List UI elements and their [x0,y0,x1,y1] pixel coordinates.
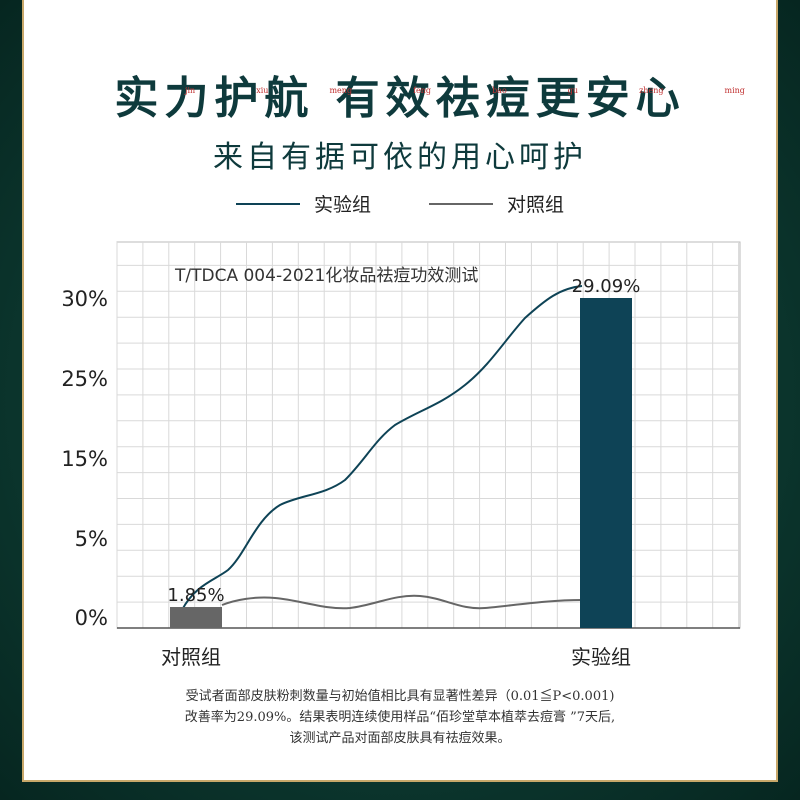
bar-value-labels: 1.85% 29.09% [167,276,640,606]
x-category-label: 对照组 [161,645,221,669]
page-title: 实力护航 有效祛痘更安心 [114,73,686,124]
legend-item-control: 对照组 [429,190,564,217]
pinyin-annotation: jin xiu meng feng bao gu zheng ming [185,86,745,95]
bar-value-label: 29.09% [572,276,641,297]
footnote-line-3: 该测试产品对面部皮肤具有祛痘效果。 [289,731,511,746]
pinyin-syllable: gu [567,86,579,95]
chart-footnote: 受试者面部皮肤粉刺数量与初始值相比具有显著性差异（0.01≦P<0.001) 改… [0,686,800,749]
y-tick-label: 30% [61,287,108,311]
y-tick-label: 15% [61,447,108,471]
chart-annotation: T/TDCA 004-2021化妆品祛痘功效测试 [174,266,478,286]
footnote-line-1: 受试者面部皮肤粉刺数量与初始值相比具有显著性差异（0.01≦P<0.001) [185,689,615,704]
chart-bars [170,298,632,628]
legend-item-experimental: 实验组 [235,190,371,217]
pinyin-syllable: zheng [639,86,664,95]
x-axis-categories: 对照组 实验组 [161,645,631,669]
y-tick-label: 25% [61,367,108,391]
pinyin-syllable: jin [185,86,196,95]
bar-experimental [580,298,632,628]
curve-control [221,594,583,610]
y-axis-ticks: 0% 5% 15% 25% 30% [61,287,108,630]
legend-label-control: 对照组 [507,194,565,216]
bar-value-label: 1.85% [167,585,224,606]
pinyin-syllable: bao [492,86,507,95]
pinyin-syllable: meng [329,86,353,95]
plot-area [116,241,741,629]
legend-swatch-control [429,202,493,205]
chart-grid [116,241,741,629]
page-subtitle: 来自有据可依的用心呵护 [213,140,587,175]
footnote-line-2: 改善率为29.09%。结果表明连续使用样品“佰珍堂草本植萃去痘膏 ”7天后, [184,710,616,725]
legend-swatch-experimental [235,202,300,205]
x-category-label: 实验组 [571,645,631,669]
chart-curves [181,285,583,611]
pinyin-syllable: ming [724,86,745,95]
y-tick-label: 5% [75,527,108,551]
pinyin-syllable: xiu [256,86,269,95]
pinyin-syllable: feng [413,86,432,95]
legend-label-experimental: 实验组 [313,194,371,216]
y-tick-label: 0% [75,606,108,630]
bar-control [170,607,222,628]
chart-legend: 实验组 对照组 [0,190,800,217]
curve-experimental [181,285,583,611]
